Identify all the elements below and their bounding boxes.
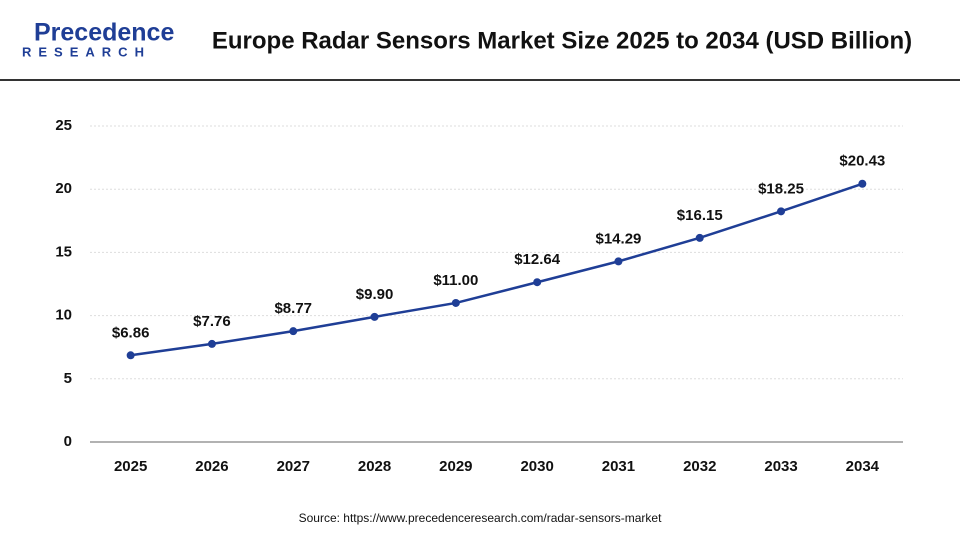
point bbox=[695, 233, 704, 242]
logo-name: Precedence bbox=[34, 19, 174, 47]
point bbox=[370, 312, 379, 321]
source: Source: https://www.precedenceresearch.c… bbox=[299, 511, 662, 525]
x-tick-label: 2028 bbox=[358, 458, 391, 475]
x-tick-label: 2032 bbox=[683, 458, 716, 475]
line bbox=[130, 182, 863, 357]
chart-title: Europe Radar Sensors Market Size 2025 to… bbox=[212, 27, 912, 54]
value-label: $9.90 bbox=[356, 286, 394, 303]
value-label: $11.00 bbox=[433, 272, 478, 289]
point bbox=[614, 257, 623, 266]
point bbox=[451, 298, 460, 307]
x-tick-label: 2034 bbox=[846, 458, 880, 475]
point bbox=[858, 179, 867, 188]
point bbox=[533, 278, 542, 287]
point bbox=[777, 207, 786, 216]
value-label: $20.43 bbox=[839, 153, 885, 170]
x-tick-label: 2026 bbox=[195, 458, 228, 475]
y-tick-label: 10 bbox=[55, 307, 72, 324]
x-tick-label: 2029 bbox=[439, 458, 472, 475]
value-label: $8.77 bbox=[274, 300, 312, 317]
y-tick-label: 15 bbox=[55, 243, 72, 260]
value-label: $18.25 bbox=[758, 180, 804, 197]
y-tick-label: 5 bbox=[64, 370, 72, 387]
point bbox=[126, 351, 135, 360]
logo-tagline: RESEARCH bbox=[22, 44, 151, 59]
x-tick-label: 2031 bbox=[602, 458, 635, 475]
y-tick-label: 20 bbox=[55, 180, 72, 197]
point bbox=[289, 327, 298, 336]
point bbox=[207, 339, 216, 348]
x-tick-label: 2025 bbox=[114, 458, 147, 475]
value-label: $7.76 bbox=[193, 313, 231, 330]
y-tick-label: 0 bbox=[64, 433, 72, 450]
value-label: $12.64 bbox=[514, 251, 561, 268]
y-tick-label: 25 bbox=[55, 117, 72, 134]
value-label: $6.86 bbox=[112, 324, 150, 341]
x-tick-label: 2030 bbox=[520, 458, 553, 475]
value-label: $16.15 bbox=[677, 207, 723, 224]
x-tick-label: 2027 bbox=[277, 458, 310, 475]
value-label: $14.29 bbox=[596, 230, 642, 247]
x-tick-label: 2033 bbox=[764, 458, 797, 475]
